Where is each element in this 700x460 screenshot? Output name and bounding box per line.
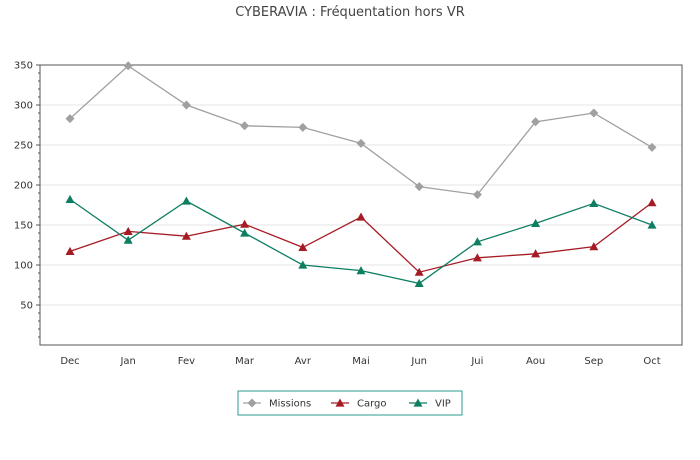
y-tick-label: 50	[20, 301, 33, 312]
data-point-missions	[647, 142, 657, 152]
x-tick-label: Dec	[60, 356, 79, 367]
data-point-cargo	[356, 212, 366, 221]
data-point-vip	[531, 218, 541, 227]
data-point-vip	[181, 196, 191, 205]
data-point-cargo	[65, 246, 75, 255]
y-tick-label: 300	[14, 101, 33, 112]
series-layer	[65, 61, 657, 287]
legend-item-cargo: Cargo	[331, 398, 387, 410]
series-missions	[65, 61, 657, 200]
data-point-cargo	[472, 253, 482, 262]
legend-marker	[335, 398, 345, 407]
legend-label: VIP	[435, 399, 451, 410]
data-point-vip	[647, 220, 657, 229]
data-point-vip	[298, 260, 308, 269]
data-point-cargo	[240, 219, 250, 228]
legend-marker	[413, 398, 423, 407]
data-point-missions	[472, 190, 482, 200]
data-point-vip	[65, 194, 75, 203]
data-point-cargo	[589, 242, 599, 251]
data-point-missions	[181, 100, 191, 110]
series-cargo	[65, 198, 657, 276]
y-tick-label: 350	[14, 61, 33, 72]
data-point-vip	[414, 278, 424, 287]
data-point-cargo	[531, 249, 541, 258]
x-tick-label: Avr	[295, 356, 312, 367]
data-point-vip	[123, 235, 133, 244]
data-point-cargo	[414, 267, 424, 276]
data-point-missions	[65, 114, 75, 124]
legend-marker	[247, 398, 257, 408]
y-tick-label: 100	[14, 261, 33, 272]
data-point-missions	[589, 108, 599, 118]
x-tick-label: Aou	[526, 356, 545, 367]
x-tick-label: Mar	[235, 356, 255, 367]
data-point-missions	[531, 117, 541, 127]
data-point-cargo	[181, 231, 191, 240]
y-tick-label: 250	[14, 141, 33, 152]
legend-item-missions: Missions	[243, 398, 311, 410]
data-point-vip	[356, 266, 366, 275]
legend-label: Cargo	[357, 399, 387, 410]
data-point-missions	[123, 61, 133, 71]
legend-label: Missions	[269, 399, 311, 410]
legend-item-vip: VIP	[409, 398, 451, 410]
axes: 50 100 150 200 250 300 350 Dec Jan Fev Mar Avr Mai Ju…	[14, 61, 683, 367]
x-tick-label: Fev	[178, 356, 195, 367]
y-tick-label: 200	[14, 181, 33, 192]
data-point-missions	[240, 121, 250, 131]
data-point-missions	[298, 122, 308, 132]
data-point-vip	[589, 198, 599, 207]
x-tick-label: Mai	[352, 356, 370, 367]
x-tick-label: Sep	[584, 356, 603, 367]
series-line-missions	[69, 64, 653, 196]
data-point-vip	[240, 228, 250, 237]
data-point-cargo	[647, 198, 657, 207]
x-tick-label: Jan	[119, 356, 135, 367]
data-point-cargo	[298, 242, 308, 251]
data-point-missions	[414, 182, 424, 192]
series-vip	[65, 194, 657, 287]
x-tick-label: Jun	[410, 356, 427, 367]
data-point-missions	[356, 138, 366, 148]
y-tick-label: 150	[14, 221, 33, 232]
x-tick-label: Jui	[470, 356, 483, 367]
data-point-cargo	[123, 226, 133, 235]
plot-frame	[39, 64, 683, 346]
legend: Missions Cargo VIP	[237, 390, 463, 416]
data-point-vip	[472, 237, 482, 246]
x-tick-label: Oct	[643, 356, 660, 367]
chart-title: CYBERAVIA : Fréquentation hors VR	[235, 5, 465, 20]
